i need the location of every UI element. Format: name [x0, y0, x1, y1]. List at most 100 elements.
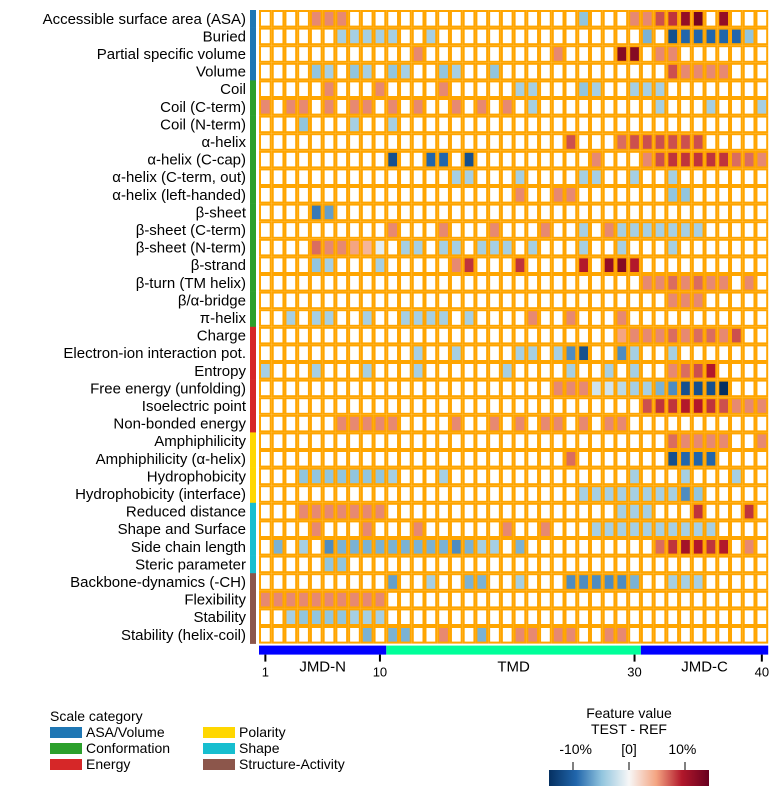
heatmap-cell — [386, 344, 400, 362]
heatmap-cell — [730, 256, 743, 274]
heatmap-cell — [589, 520, 603, 539]
heatmap-cell — [335, 555, 349, 574]
category-bar-segment — [250, 626, 256, 644]
heatmap-cell — [551, 203, 565, 222]
heatmap-cell — [424, 626, 438, 644]
heatmap-cell — [399, 115, 412, 134]
heatmap-cell — [640, 291, 654, 310]
heatmap-cell — [755, 573, 769, 591]
heatmap-cell — [730, 573, 743, 591]
heatmap-cell — [488, 10, 501, 28]
heatmap-cell — [449, 485, 463, 503]
heatmap-cell — [628, 45, 641, 63]
heatmap-cell — [742, 414, 756, 433]
heatmap-cell — [539, 344, 552, 362]
heatmap-cell — [577, 379, 590, 398]
heatmap-cell — [386, 238, 400, 257]
heatmap-cell — [615, 450, 629, 468]
heatmap-cell — [271, 45, 285, 63]
heatmap-cell — [297, 432, 310, 450]
heatmap-cell — [589, 45, 603, 63]
heatmap-cell — [500, 203, 514, 222]
row-label: Amphiphilicity — [154, 433, 246, 450]
heatmap-cell — [488, 379, 501, 398]
heatmap-cell — [577, 203, 590, 222]
row-label: Electron-ion interaction pot. — [63, 345, 246, 362]
heatmap-cell — [411, 362, 425, 380]
heatmap-cell — [475, 450, 489, 468]
heatmap-cell — [488, 186, 501, 204]
heatmap-cell — [386, 186, 400, 204]
heatmap-cell — [360, 115, 374, 134]
heatmap-cell — [449, 221, 463, 239]
heatmap-cell — [373, 467, 387, 486]
heatmap-cell — [615, 256, 629, 274]
heatmap-cell — [551, 10, 565, 28]
heatmap-cell — [653, 626, 667, 644]
heatmap-cell — [640, 115, 654, 134]
heatmap-cell — [666, 467, 680, 486]
heatmap-cell — [742, 168, 756, 186]
region-bar — [386, 645, 641, 655]
heatmap-cell — [322, 626, 336, 644]
heatmap-cell — [411, 397, 425, 415]
heatmap-cell — [615, 150, 629, 169]
heatmap-cell — [577, 414, 590, 433]
heatmap-cell — [297, 467, 310, 486]
heatmap-cell — [322, 115, 336, 134]
heatmap-cell — [666, 590, 680, 609]
heatmap-cell — [373, 27, 387, 46]
heatmap-cell — [564, 555, 578, 574]
heatmap-cell — [691, 555, 705, 574]
heatmap-cell — [399, 274, 412, 292]
heatmap-cell — [755, 274, 769, 292]
heatmap-cell — [679, 168, 692, 186]
category-bar-segment — [250, 590, 256, 609]
heatmap-cell — [475, 62, 489, 81]
heatmap-cell — [399, 256, 412, 274]
heatmap-cell — [437, 520, 450, 539]
heatmap-cell — [309, 450, 323, 468]
heatmap-cell — [259, 414, 272, 433]
heatmap-cell — [373, 80, 387, 99]
heatmap-cell — [717, 45, 731, 63]
heatmap-cell — [704, 291, 718, 310]
heatmap-cell — [755, 467, 769, 486]
row-label: Entropy — [194, 363, 246, 380]
heatmap-cell — [551, 326, 565, 345]
heatmap-cell — [322, 133, 336, 151]
heatmap-cell — [615, 115, 629, 134]
heatmap-cell — [424, 168, 438, 186]
heatmap-cell — [551, 573, 565, 591]
heatmap-cell — [437, 80, 450, 99]
heatmap-cell — [742, 520, 756, 539]
heatmap-cell — [360, 432, 374, 450]
category-bar-segment — [250, 520, 256, 539]
heatmap-cell — [322, 379, 336, 398]
heatmap-cell — [335, 291, 349, 310]
heatmap-cell — [335, 573, 349, 591]
heatmap-cell — [640, 590, 654, 609]
heatmap-cell — [526, 590, 540, 609]
heatmap-cell — [348, 414, 361, 433]
heatmap-cell — [488, 98, 501, 116]
heatmap-cell — [348, 238, 361, 257]
heatmap-cell — [717, 238, 731, 257]
heatmap-cell — [589, 168, 603, 186]
heatmap-cell — [322, 502, 336, 521]
heatmap-cell — [742, 256, 756, 274]
heatmap-cell — [691, 203, 705, 222]
heatmap-cell — [297, 520, 310, 539]
heatmap-cell — [717, 27, 731, 46]
heatmap-cell — [589, 379, 603, 398]
region-label: TMD — [497, 659, 530, 676]
heatmap-cell — [462, 362, 476, 380]
heatmap-cell — [615, 485, 629, 503]
heatmap-cell — [564, 520, 578, 539]
heatmap-cell — [551, 432, 565, 450]
heatmap-cell — [335, 133, 349, 151]
heatmap-cell — [462, 379, 476, 398]
heatmap-cell — [679, 186, 692, 204]
heatmap-cell — [526, 555, 540, 574]
heatmap-cell — [335, 467, 349, 486]
